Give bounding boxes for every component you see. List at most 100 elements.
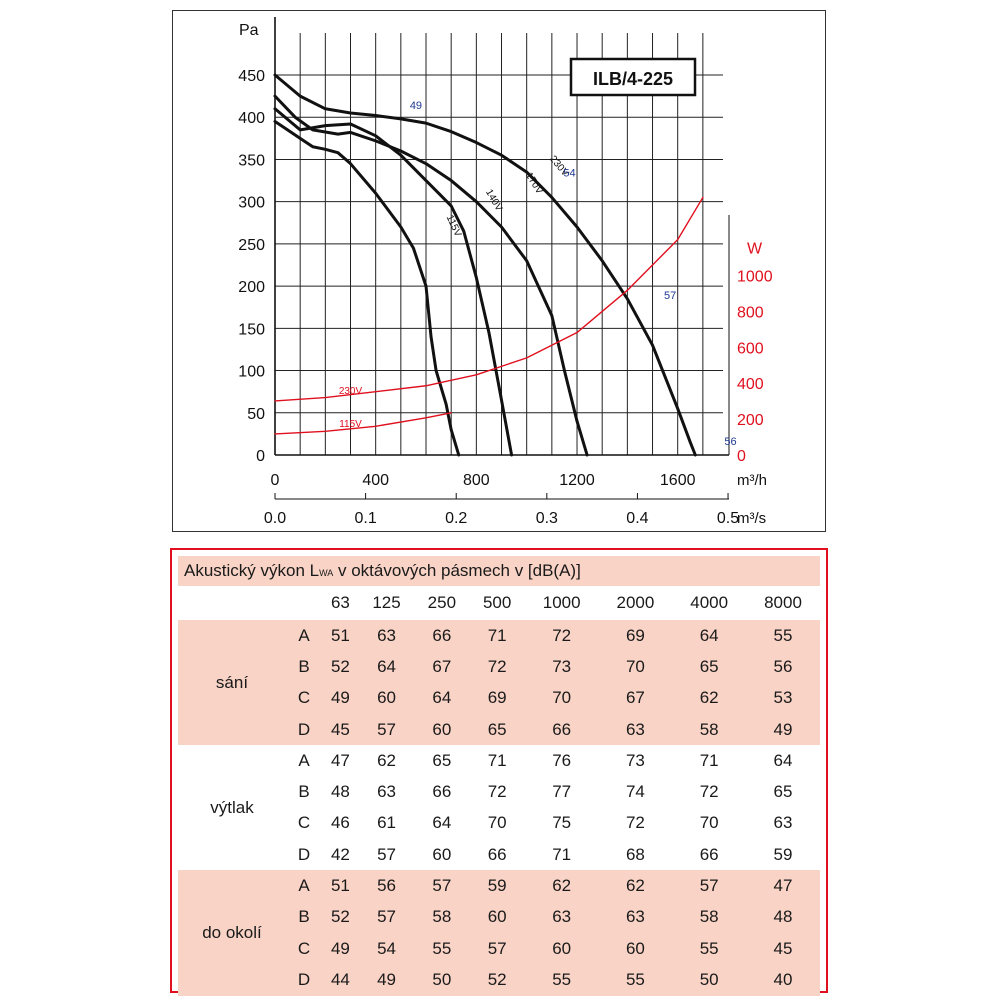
table-cell: 47 xyxy=(322,745,359,777)
y2-unit-label: W xyxy=(747,241,763,258)
table-cell: 73 xyxy=(524,651,599,683)
table-cell: 60 xyxy=(414,713,470,746)
series-line-3 xyxy=(273,119,461,457)
table-cell: 70 xyxy=(469,807,525,840)
row-label: D xyxy=(286,713,322,746)
table-row: sání A 51 63 66 71 72 69 64 55 xyxy=(178,620,820,746)
table-cell: 64 xyxy=(414,807,470,840)
table-cell: 62 xyxy=(524,870,599,902)
table-row: C 49 60 64 69 70 67 62 53 xyxy=(178,682,820,714)
table-cell: 65 xyxy=(746,776,820,808)
table-cell: 58 xyxy=(414,901,470,933)
table-row: D 42 57 60 66 71 68 66 59 xyxy=(178,839,820,871)
table-cell: 51 xyxy=(322,620,359,652)
table-cell: 60 xyxy=(358,682,415,714)
y2-tick-label: 600 xyxy=(737,340,764,357)
row-label: C xyxy=(286,932,322,965)
table-cell: 74 xyxy=(598,776,673,808)
band-header: 125 xyxy=(358,586,415,620)
y-tick-label: 250 xyxy=(238,237,265,254)
table-cell: 49 xyxy=(322,932,359,965)
table-cell: 64 xyxy=(672,620,747,652)
table-cell: 72 xyxy=(672,776,747,808)
table-title: Akustický výkon LWA v oktávových pásmech… xyxy=(178,556,820,586)
table-cell: 50 xyxy=(414,964,470,996)
noise-annotation: 54 xyxy=(563,167,575,179)
table-cell: 71 xyxy=(524,839,599,871)
table-cell: 71 xyxy=(672,745,747,777)
table-cell: 64 xyxy=(358,651,415,683)
table-cell: 48 xyxy=(746,901,820,933)
acoustic-table: Akustický výkon LWA v oktávových pásmech… xyxy=(178,556,820,996)
table-cell: 42 xyxy=(322,839,359,871)
table-cell: 63 xyxy=(746,807,820,840)
table-row: D 44 49 50 52 55 55 50 40 xyxy=(178,964,820,996)
table-cell: 57 xyxy=(414,870,470,902)
group-label: výtlak xyxy=(178,745,286,871)
table-row: do okolí A 51 56 57 59 62 62 57 47 xyxy=(178,870,820,996)
y-tick-label: 100 xyxy=(238,364,265,381)
table-cell: 68 xyxy=(598,839,673,871)
x2-tick-label: 0.1 xyxy=(354,510,376,527)
table-cell: 49 xyxy=(322,682,359,714)
y-tick-label: 200 xyxy=(238,279,265,296)
row-label: C xyxy=(286,807,322,840)
series-line-1 xyxy=(273,94,589,457)
band-header: 8000 xyxy=(746,586,820,620)
table-row: D 45 57 60 65 66 63 58 49 xyxy=(178,713,820,746)
row-label: B xyxy=(286,651,322,683)
chart-title-box xyxy=(569,57,697,97)
table-cell: 60 xyxy=(414,839,470,871)
table-cell: 58 xyxy=(672,713,747,746)
table-cell: 50 xyxy=(672,964,747,996)
table-cell: 62 xyxy=(672,682,747,714)
table-cell: 52 xyxy=(322,651,359,683)
band-header: 4000 xyxy=(672,586,747,620)
table-row: B 52 64 67 72 73 70 65 56 xyxy=(178,651,820,683)
band-header: 1000 xyxy=(524,586,599,620)
table-cell: 60 xyxy=(469,901,525,933)
table-title-main: Akustický výkon L xyxy=(184,561,320,580)
x-unit-label: m³/h xyxy=(737,472,767,489)
noise-annotation: 56 xyxy=(724,436,736,448)
table-cell: 59 xyxy=(469,870,525,902)
y2-tick-label: 200 xyxy=(737,412,764,429)
table-row: B 48 63 66 72 77 74 72 65 xyxy=(178,776,820,808)
table-cell: 57 xyxy=(358,839,415,871)
table-cell: 57 xyxy=(672,870,747,902)
x-tick-label: 0 xyxy=(271,472,280,489)
x2-tick-label: 0.2 xyxy=(445,510,467,527)
table-cell: 70 xyxy=(598,651,673,683)
table-cell: 51 xyxy=(322,870,359,902)
series-label: 230V xyxy=(339,386,363,397)
table-cell: 66 xyxy=(524,713,599,746)
table-cell: 52 xyxy=(322,901,359,933)
table-title-rest: v oktávových pásmech v [dB(A)] xyxy=(333,561,581,580)
table-cell: 62 xyxy=(358,745,415,777)
y2-tick-label: 400 xyxy=(737,376,764,393)
table-cell: 70 xyxy=(524,682,599,714)
table-cell: 54 xyxy=(358,932,415,965)
table-cell: 65 xyxy=(469,713,525,746)
table-title-row: Akustický výkon LWA v oktávových pásmech… xyxy=(178,556,820,586)
table-cell: 72 xyxy=(469,776,525,808)
group-label: do okolí xyxy=(178,870,286,996)
row-label: B xyxy=(286,776,322,808)
table-cell: 57 xyxy=(358,901,415,933)
band-header: 250 xyxy=(414,586,470,620)
row-label: B xyxy=(286,901,322,933)
table-cell: 66 xyxy=(469,839,525,871)
row-label: C xyxy=(286,682,322,714)
table-cell: 55 xyxy=(746,620,820,652)
table-cell: 73 xyxy=(598,745,673,777)
row-label: A xyxy=(286,745,322,777)
table-cell: 62 xyxy=(598,870,673,902)
series-label: 115V xyxy=(339,419,362,430)
series-line-0 xyxy=(273,73,697,457)
table-cell: 63 xyxy=(358,620,415,652)
noise-annotation: 49 xyxy=(410,100,422,112)
table-title-sub: WA xyxy=(319,568,334,578)
table-cell: 66 xyxy=(414,620,470,652)
table-cell: 57 xyxy=(469,932,525,965)
table-row: C 49 54 55 57 60 60 55 45 xyxy=(178,932,820,965)
